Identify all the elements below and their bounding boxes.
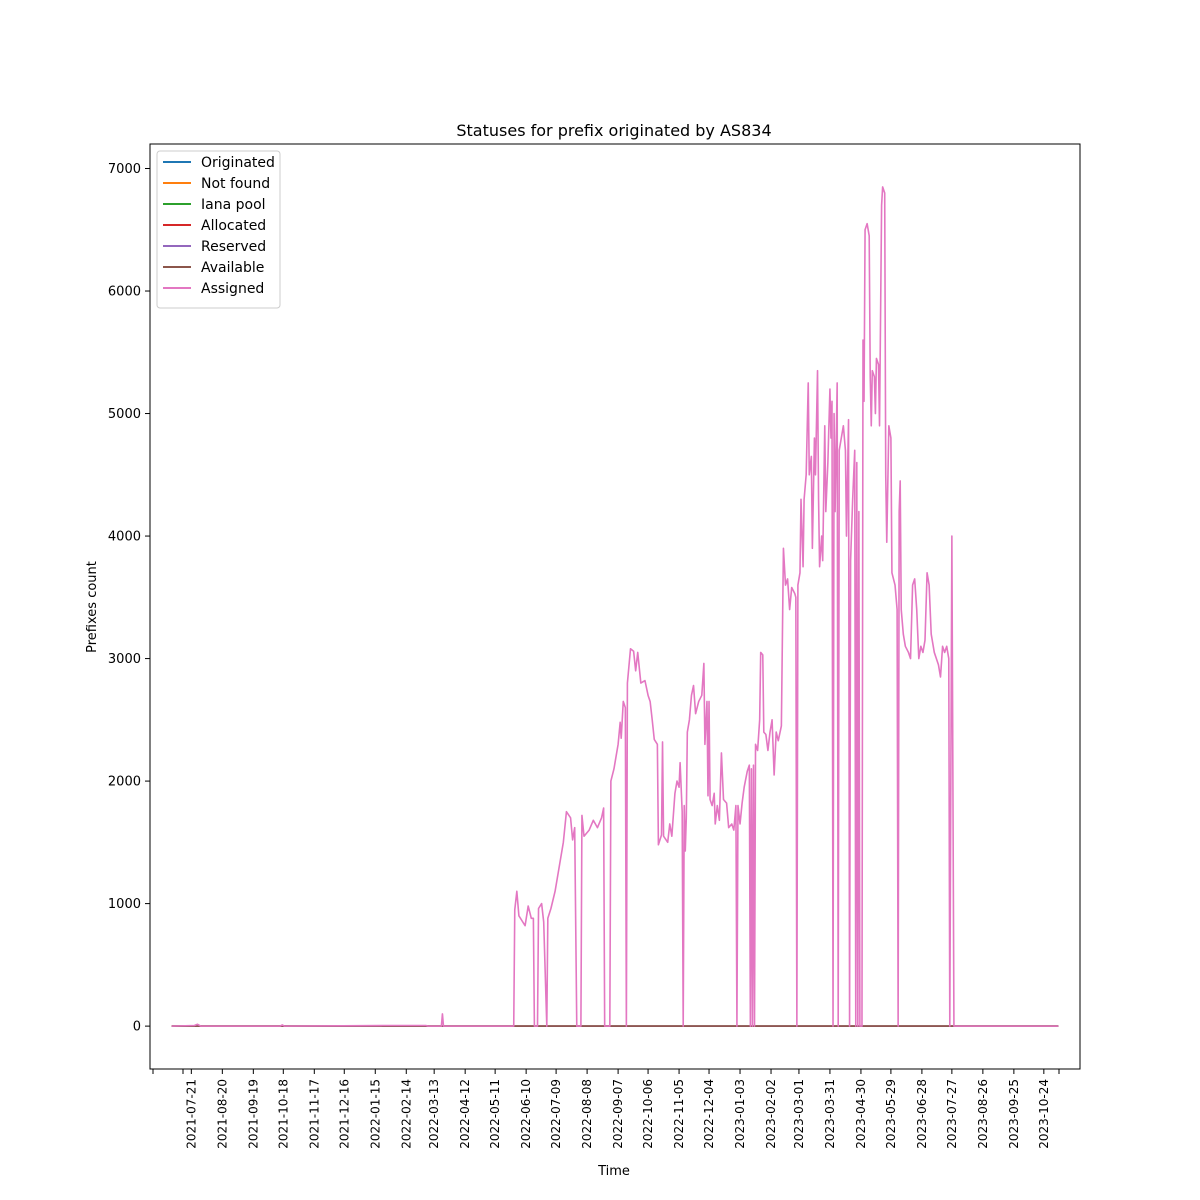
x-tick-label: 2022-08-08 [580,1079,594,1149]
x-tick-label: 2022-11-05 [672,1079,686,1149]
x-tick-label: 2022-05-11 [488,1079,502,1149]
x-tick-label: 2022-02-14 [399,1079,413,1149]
x-tick-label: 2022-03-13 [427,1079,441,1149]
x-tick-label: 2021-12-16 [337,1079,351,1149]
x-tick-label: 2022-12-04 [702,1079,716,1149]
x-tick-label: 2023-02-02 [764,1079,778,1149]
legend-label: Not found [201,176,270,192]
legend-label: Originated [201,155,275,171]
x-tick-label: 2023-05-29 [884,1079,898,1149]
legend-box [156,150,281,309]
y-tick-label: 7000 [108,162,141,177]
legend-label: Iana pool [201,197,266,213]
legend-label: Reserved [201,239,266,255]
plot-frame [149,143,1081,1070]
y-tick-label: 6000 [108,285,141,300]
x-tick-label: 2022-06-10 [519,1079,533,1149]
series-line-assigned [171,186,1059,1027]
x-tick-label: 2023-10-24 [1037,1079,1051,1149]
x-tick-label: 2022-10-06 [641,1079,655,1149]
x-tick-label: 2021-11-17 [307,1079,321,1149]
plot-area [149,143,1081,1070]
x-tick-label: 2023-04-30 [854,1079,868,1149]
x-tick-label: 2022-04-12 [458,1079,472,1149]
y-tick-label: 1000 [108,897,141,912]
x-tick-label: 2022-01-15 [368,1079,382,1149]
x-tick-label: 2023-03-31 [823,1079,837,1149]
x-tick-label: 2023-09-25 [1007,1079,1021,1149]
y-tick-label: 0 [133,1020,141,1035]
chart-title: Statuses for prefix originated by AS834 [456,121,771,140]
legend-label: Available [201,260,264,276]
y-tick-label: 2000 [108,775,141,790]
x-tick-label: 2023-01-03 [733,1079,747,1149]
x-tick-label: 2023-03-01 [792,1079,806,1149]
legend: Originated Not found Iana pool Allocated Res… [156,150,281,309]
x-tick-label: 2023-07-27 [945,1079,959,1149]
x-tick-label: 2022-07-09 [549,1079,563,1149]
y-tick-label: 5000 [108,407,141,422]
y-axis-label: Prefixes count [85,561,100,653]
x-axis-label: Time [597,1164,630,1179]
x-axis: 2021-07-21 2021-08-20 2021-09-19 2021-10-18… [152,1069,1060,1149]
y-axis: 0 1000 2000 3000 4000 5000 6000 7000 [108,162,150,1035]
x-tick-label: 2021-10-18 [276,1079,290,1149]
legend-label: Assigned [201,281,264,297]
x-tick-label: 2021-07-21 [184,1079,198,1149]
x-tick-label: 2022-09-07 [611,1079,625,1149]
y-tick-label: 4000 [108,530,141,545]
x-tick-label: 2021-08-20 [215,1079,229,1149]
x-tick-label: 2023-06-28 [915,1079,929,1149]
legend-label: Allocated [201,218,266,234]
y-tick-label: 3000 [108,652,141,667]
x-tick-label: 2021-09-19 [246,1079,260,1149]
x-tick-label: 2023-08-26 [976,1079,990,1149]
